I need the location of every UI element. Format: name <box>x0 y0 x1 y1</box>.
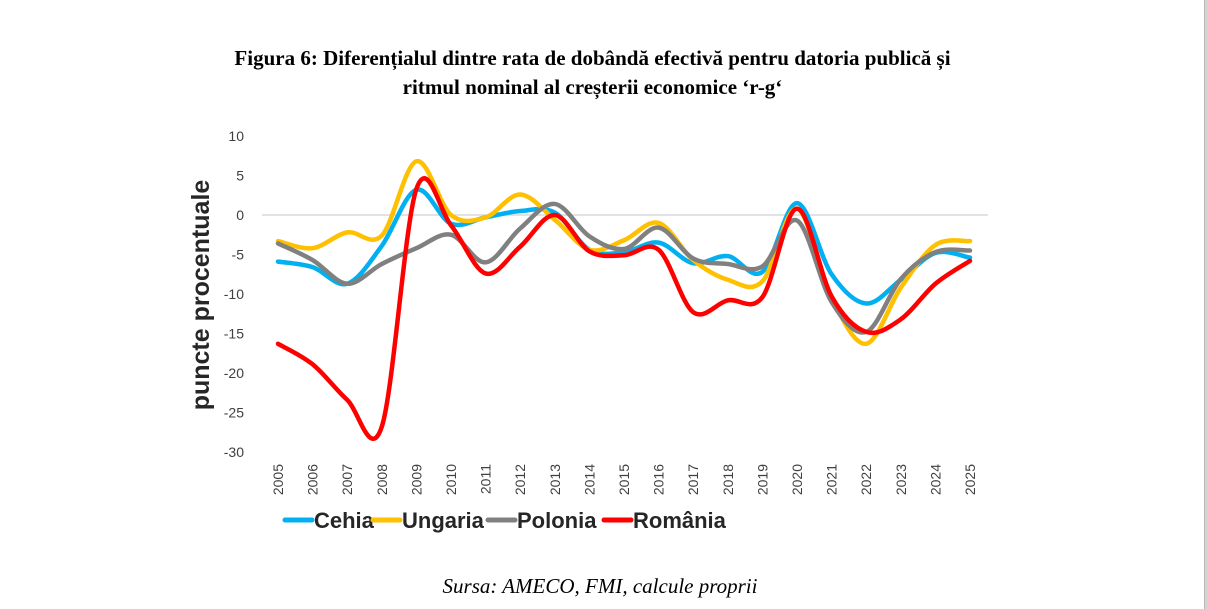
figure-title-line2: ritmul nominal al creșterii economice ‘r… <box>402 75 783 99</box>
x-tick-label: 2007 <box>339 464 355 495</box>
y-tick-label: -25 <box>224 405 244 421</box>
y-tick-label: -5 <box>232 247 245 263</box>
y-tick-label: -10 <box>224 286 244 302</box>
series-line-cehia <box>275 187 973 306</box>
figure-title-line1: Figura 6: Diferențialul dintre rata de d… <box>234 46 951 70</box>
x-tick-label: 2014 <box>581 464 597 495</box>
y-tick-label: -15 <box>224 326 244 342</box>
x-tick-label: 2019 <box>754 464 770 495</box>
legend-label-cehia: Cehia <box>314 508 375 533</box>
x-tick-label: 2005 <box>270 464 286 495</box>
x-tick-label: 2024 <box>927 464 943 495</box>
x-tick-label: 2020 <box>789 464 805 495</box>
legend-item-ungaria: Ungaria <box>370 508 485 533</box>
page-edge <box>1204 0 1207 609</box>
y-tick-label: 10 <box>228 128 244 144</box>
figure-title: Figura 6: Diferențialul dintre rata de d… <box>0 44 1185 102</box>
x-tick-label: 2021 <box>824 464 840 495</box>
x-tick-label: 2012 <box>512 464 528 495</box>
x-tick-label: 2015 <box>616 464 632 495</box>
x-tick-label: 2010 <box>443 464 459 495</box>
y-tick-label: -20 <box>224 365 244 381</box>
y-axis-label: puncte procentuale <box>187 180 215 411</box>
x-tick-label: 2008 <box>374 464 390 495</box>
series-line-romania <box>275 176 973 441</box>
x-tick-label: 2011 <box>478 464 494 494</box>
x-tick-label: 2023 <box>893 464 909 495</box>
legend-item-polonia: Polonia <box>485 508 597 533</box>
legend-label-romania: România <box>633 508 727 533</box>
y-tick-label: 5 <box>236 168 244 184</box>
legend-item-romania: România <box>601 508 727 533</box>
legend: Cehia Ungaria Polonia România <box>282 508 727 533</box>
x-tick-label: 2006 <box>305 464 321 495</box>
y-tick-label: 0 <box>236 207 244 223</box>
x-tick-label: 2022 <box>858 464 874 495</box>
legend-item-cehia: Cehia <box>282 508 375 533</box>
series-line-ungaria <box>275 159 973 347</box>
x-axis: 2005 2006 2007 2008 2009 2010 2011 2012 2013 2014… <box>270 464 978 495</box>
series-lines <box>275 159 973 441</box>
x-tick-label: 2013 <box>547 464 563 495</box>
source-note: Sursa: AMECO, FMI, calcule proprii <box>442 574 758 598</box>
series-line-polonia <box>275 201 973 335</box>
x-tick-label: 2017 <box>685 464 701 495</box>
x-tick-label: 2018 <box>720 464 736 495</box>
legend-label-polonia: Polonia <box>517 508 597 533</box>
x-tick-label: 2016 <box>651 464 667 495</box>
x-tick-label: 2025 <box>962 464 978 495</box>
y-tick-label: -30 <box>224 444 244 460</box>
legend-label-ungaria: Ungaria <box>402 508 485 533</box>
y-axis: 10 5 0 -5 -10 -15 -20 -25 -30 <box>224 128 244 460</box>
x-tick-label: 2009 <box>408 464 424 495</box>
